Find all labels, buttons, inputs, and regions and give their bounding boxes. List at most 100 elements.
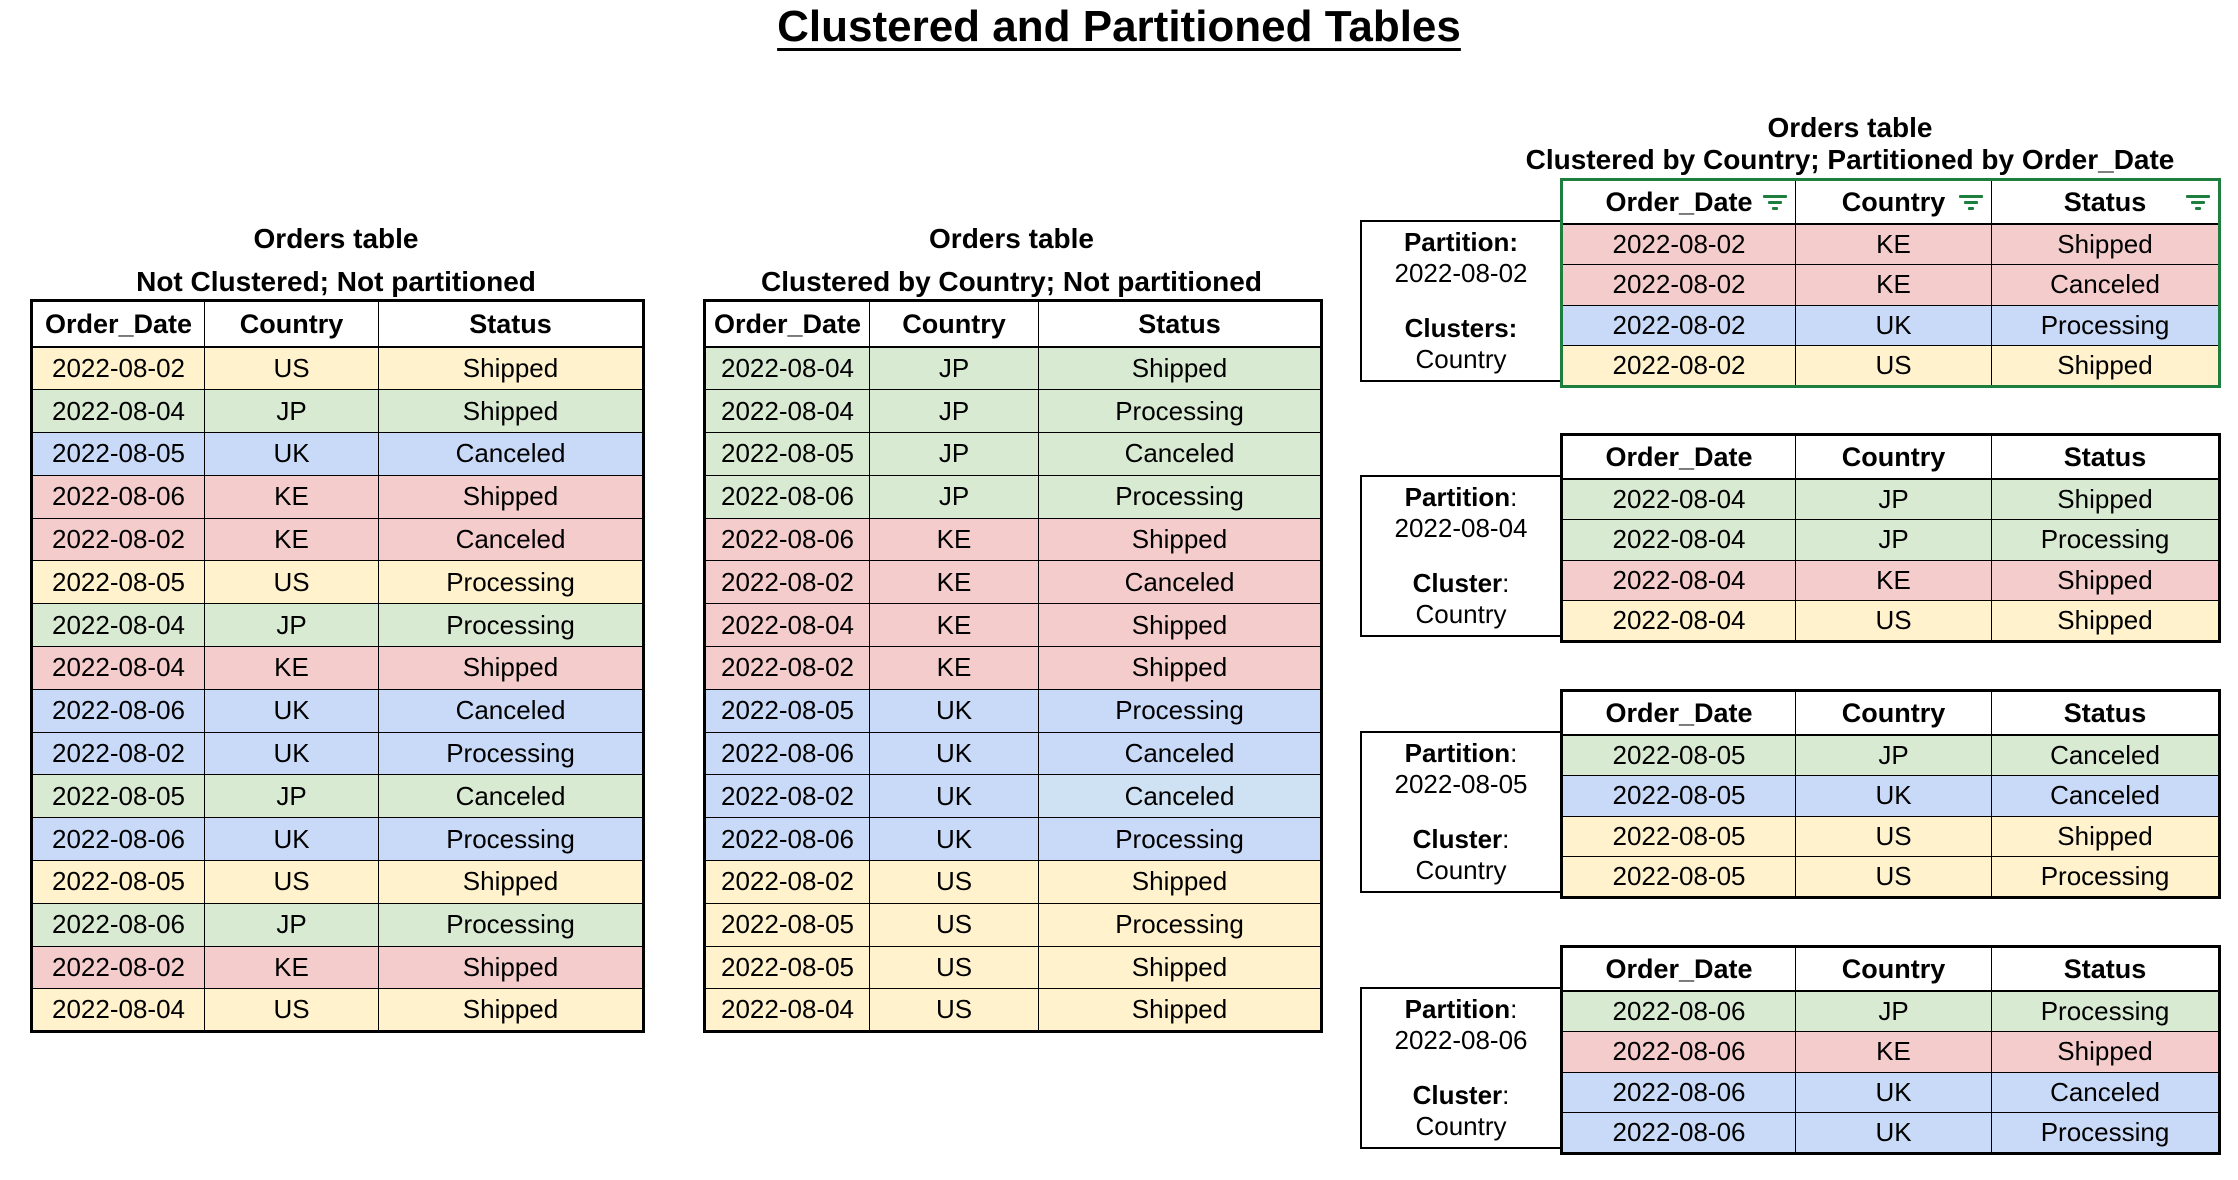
cell-status: Shipped <box>1038 646 1322 690</box>
cell-country: JP <box>204 603 379 648</box>
cell-order-date: 2022-08-02 <box>31 945 205 990</box>
cell-status: Shipped <box>1038 517 1322 562</box>
table-row: 2022-08-05 US Shipped <box>31 860 644 904</box>
cell-order-date: 2022-08-05 <box>704 432 870 476</box>
cell-status: Shipped <box>1991 559 2220 601</box>
column-header-status: Status <box>1991 434 2220 480</box>
cell-status: Shipped <box>1991 1031 2220 1073</box>
table-row: 2022-08-02 UK Canceled <box>704 774 1322 819</box>
partition-table-2022-08-06: Order_Date Country Status 2022-08-06 JP … <box>1560 945 2221 1155</box>
column-header-country: Country <box>869 300 1039 348</box>
cell-country: US <box>869 902 1039 947</box>
cell-country: US <box>204 988 379 1033</box>
cell-country: UK <box>1795 304 1992 346</box>
cell-order-date: 2022-08-04 <box>1561 600 1796 642</box>
cell-order-date: 2022-08-02 <box>704 560 870 605</box>
table-row: 2022-08-06 JP Processing <box>704 474 1322 519</box>
cell-status: Processing <box>1038 817 1322 862</box>
header-row: Order_Date Country Status <box>1561 179 2220 225</box>
cell-status: Processing <box>378 817 644 862</box>
table-row: 2022-08-06 KE Shipped <box>31 474 644 519</box>
column-header-order-date: Order_Date <box>31 300 205 348</box>
table-row: 2022-08-02 UK Processing <box>31 731 644 776</box>
cell-order-date: 2022-08-04 <box>704 346 870 391</box>
cell-country: UK <box>869 774 1039 819</box>
cell-country: US <box>1795 815 1992 857</box>
filter-icon[interactable] <box>1762 192 1788 212</box>
cell-country: JP <box>1795 519 1992 561</box>
cell-country: US <box>869 988 1039 1033</box>
partition-group-2022-08-05: Partition: 2022-08-05 Cluster: Country O… <box>1360 689 2221 899</box>
cell-status: Processing <box>1038 902 1322 947</box>
cell-country: UK <box>204 432 379 476</box>
column-header-country: Country <box>1795 690 1992 736</box>
partition-label-box: Partition: 2022-08-05 Cluster: Country <box>1360 731 1560 893</box>
cell-status: Processing <box>1991 990 2220 1032</box>
header-row: Order_Date Country Status <box>704 300 1322 348</box>
table-row: 2022-08-06 UK Processing <box>1561 1112 2220 1154</box>
cell-country: JP <box>869 346 1039 391</box>
cell-order-date: 2022-08-02 <box>31 517 205 562</box>
table-row: 2022-08-04 KE Shipped <box>1561 559 2220 601</box>
cell-order-date: 2022-08-06 <box>704 817 870 862</box>
table-row: 2022-08-04 JP Processing <box>704 389 1322 434</box>
cell-country: KE <box>204 945 379 990</box>
partition-group-2022-08-06: Partition: 2022-08-06 Cluster: Country O… <box>1360 945 2221 1155</box>
partition-table-2022-08-04: Order_Date Country Status 2022-08-04 JP … <box>1560 433 2221 643</box>
column-header-status: Status <box>378 300 644 348</box>
cell-order-date: 2022-08-05 <box>704 902 870 947</box>
cell-country: UK <box>869 817 1039 862</box>
partition-value: 2022-08-05 <box>1394 769 1528 799</box>
header-row: Order_Date Country Status <box>31 300 644 348</box>
cell-order-date: 2022-08-02 <box>1561 304 1796 346</box>
cell-status: Shipped <box>378 346 644 391</box>
cell-order-date: 2022-08-06 <box>704 731 870 776</box>
cell-status: Shipped <box>1991 600 2220 642</box>
table-row: 2022-08-05 UK Canceled <box>31 432 644 476</box>
orders-table-unclustered: Order_Date Country Status 2022-08-02 US … <box>30 299 645 1034</box>
cell-status: Shipped <box>1991 478 2220 520</box>
cell-country: UK <box>1795 1112 1992 1154</box>
cell-order-date: 2022-08-05 <box>704 688 870 733</box>
partition-value: 2022-08-04 <box>1394 513 1528 543</box>
cell-order-date: 2022-08-05 <box>1561 815 1796 857</box>
cluster-label: Clusters: <box>1404 313 1518 343</box>
cell-order-date: 2022-08-02 <box>1561 345 1796 387</box>
partition-value: 2022-08-06 <box>1394 1025 1528 1055</box>
cell-country: US <box>1795 600 1992 642</box>
partition-table-2022-08-05: Order_Date Country Status 2022-08-05 JP … <box>1560 689 2221 899</box>
cell-status: Shipped <box>1991 815 2220 857</box>
cell-order-date: 2022-08-06 <box>31 902 205 947</box>
column-header-country: Country <box>1795 434 1992 480</box>
cell-order-date: 2022-08-05 <box>31 860 205 904</box>
cell-status: Processing <box>1991 304 2220 346</box>
cell-order-date: 2022-08-02 <box>1561 264 1796 306</box>
table-row: 2022-08-05 JP Canceled <box>31 774 644 819</box>
cell-status: Shipped <box>378 945 644 990</box>
table-row: 2022-08-02 KE Shipped <box>704 646 1322 690</box>
cell-status: Processing <box>1991 519 2220 561</box>
table-row: 2022-08-05 US Processing <box>31 560 644 605</box>
cell-status: Shipped <box>1038 346 1322 391</box>
cell-country: JP <box>204 902 379 947</box>
cell-status: Canceled <box>1038 432 1322 476</box>
column-header-status: Status <box>1991 179 2220 225</box>
column-header-country: Country <box>204 300 379 348</box>
cell-status: Canceled <box>1991 775 2220 817</box>
cell-order-date: 2022-08-06 <box>31 688 205 733</box>
cell-status: Processing <box>1038 474 1322 519</box>
partition-label-box: Partition: 2022-08-04 Cluster: Country <box>1360 475 1560 637</box>
cell-order-date: 2022-08-04 <box>1561 519 1796 561</box>
cell-order-date: 2022-08-06 <box>704 517 870 562</box>
filter-icon[interactable] <box>2185 192 2211 212</box>
cell-country: US <box>869 860 1039 904</box>
table-row: 2022-08-04 JP Shipped <box>31 389 644 434</box>
cell-order-date: 2022-08-04 <box>1561 478 1796 520</box>
table-row: 2022-08-06 UK Canceled <box>31 688 644 733</box>
partition-group-2022-08-04: Partition: 2022-08-04 Cluster: Country O… <box>1360 433 2221 643</box>
column-header-country: Country <box>1795 179 1992 225</box>
table-row: 2022-08-05 UK Canceled <box>1561 775 2220 817</box>
filter-icon[interactable] <box>1958 192 1984 212</box>
cell-status: Processing <box>1038 389 1322 434</box>
cell-status: Shipped <box>378 646 644 690</box>
